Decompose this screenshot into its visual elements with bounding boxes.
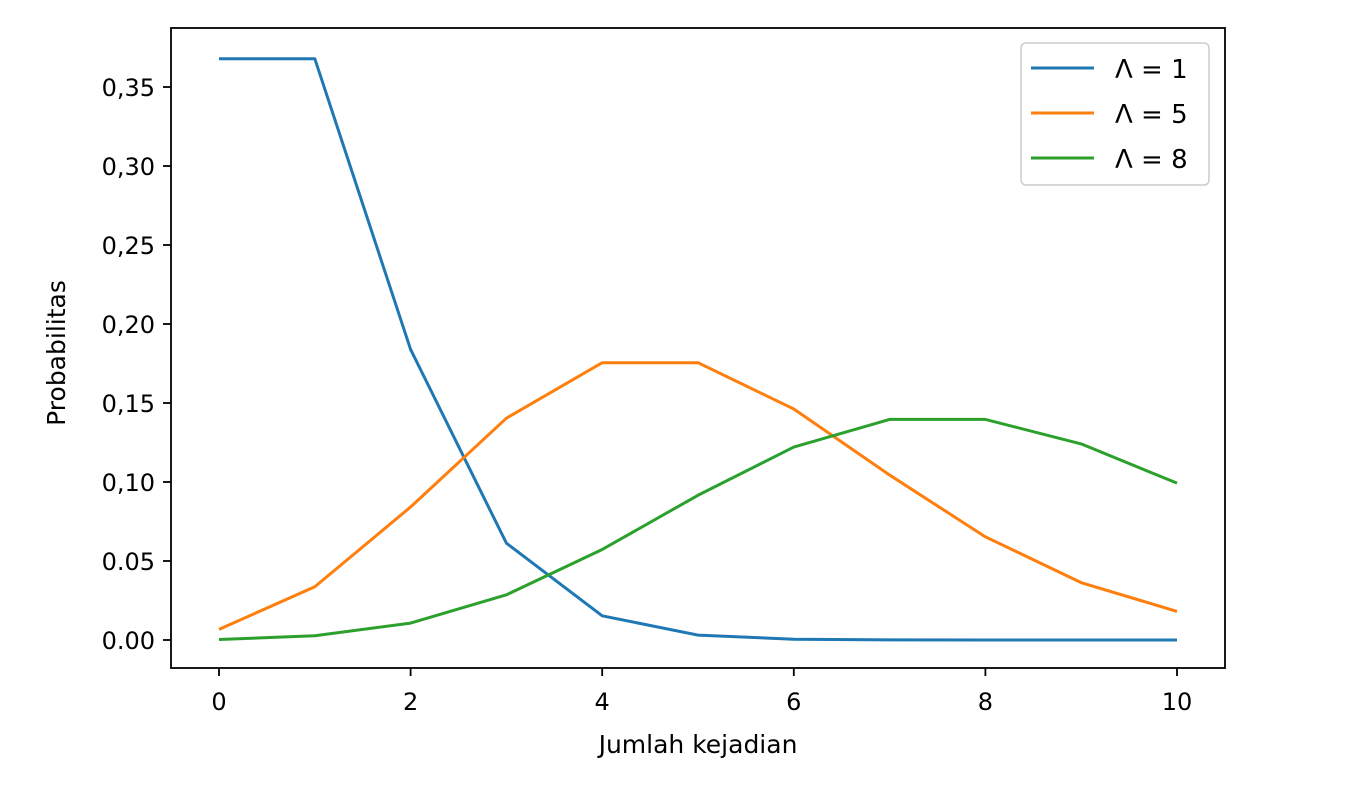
series-line-1 [218,361,1178,631]
x-tick-label: 2 [403,688,418,716]
legend-frame [1020,42,1210,186]
y-tick-label: 0,30 [102,153,155,181]
legend: Λ = 1 Λ = 5 Λ = 8 [1020,42,1210,186]
series-line-0 [219,57,1177,642]
y-tick-label: 0,20 [102,311,155,339]
legend-label-1: Λ = 5 [1115,100,1188,130]
legend-label-0: Λ = 1 [1115,55,1188,85]
y-tick-label: 0,10 [102,469,155,497]
x-axis-label: Jumlah kejadian [597,730,798,759]
x-tick-label: 4 [595,688,610,716]
x-tick-label: 10 [1162,688,1193,716]
series-line-2 [218,417,1178,642]
y-axis-label: Probabilitas [42,280,71,426]
x-tick-label: 8 [978,688,993,716]
axes-frame [170,27,1226,669]
y-tick-label: 0.05 [102,548,155,576]
x-tick-label: 6 [786,688,801,716]
x-tick-label: 0 [211,688,226,716]
y-tick-label: 0,35 [102,74,155,102]
legend-label-2: Λ = 8 [1115,145,1188,175]
y-tick-label: 0,25 [102,232,155,260]
y-tick-label: 0,15 [102,390,155,418]
y-tick-label: 0.00 [102,627,155,655]
